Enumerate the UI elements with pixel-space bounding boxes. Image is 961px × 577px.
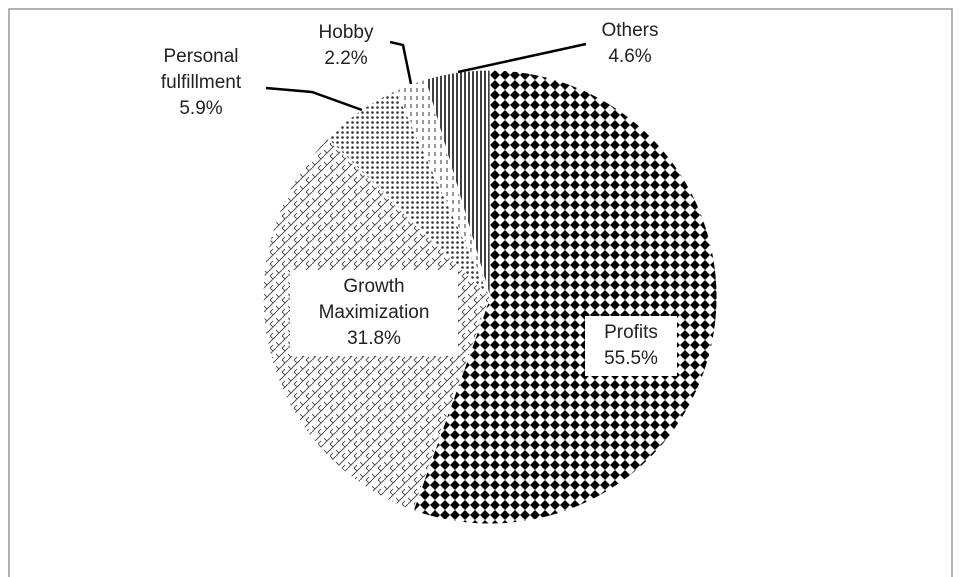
data-label: Hobby 2.2% (304, 20, 388, 72)
category: Hobby (318, 22, 374, 43)
leader-line (389, 40, 413, 85)
leader-line (265, 86, 363, 112)
category: Others (601, 20, 659, 41)
category: Personal fulfillment (160, 46, 242, 93)
value-label: 2.2% (324, 48, 368, 69)
leader-line (457, 42, 587, 74)
pie-slice (412, 69, 718, 525)
value-label: 5.9% (179, 98, 223, 119)
data-label: Personal fulfillment 5.9% (136, 44, 266, 122)
data-label: Growth Maximization 31.8% (290, 270, 458, 356)
frame (8, 8, 953, 577)
value-label: 31.8% (347, 328, 401, 349)
value-label: 55.5% (604, 348, 658, 369)
category: Growth Maximization (318, 276, 430, 323)
value-label: 4.6% (608, 46, 652, 67)
category: Profits (604, 322, 658, 343)
data-label: Profits 55.5% (585, 316, 677, 376)
data-label: Others 4.6% (590, 18, 670, 70)
pie-slice (424, 69, 491, 298)
